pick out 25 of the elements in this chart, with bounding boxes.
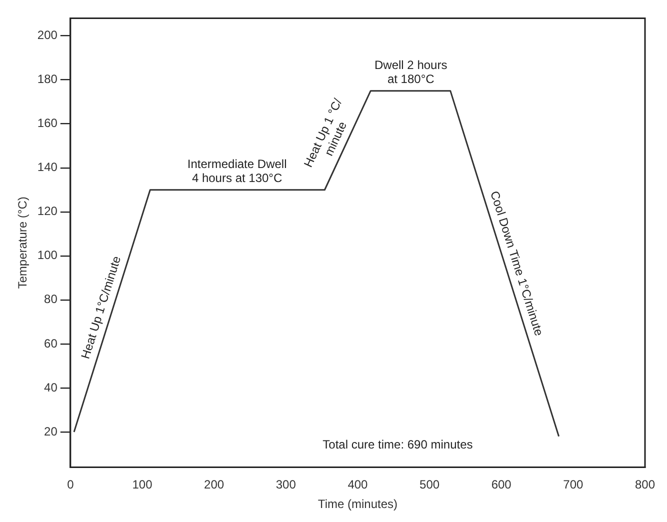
y-tick-label: 160 [37, 116, 58, 130]
x-tick-label: 100 [132, 478, 153, 492]
y-tick-label: 140 [37, 160, 58, 174]
annotation: Total cure time: 690 minutes [322, 438, 473, 452]
annotation: Heat Up 1 °C/ minute [300, 96, 350, 170]
annotation: Dwell 2 hours at 180°C [374, 58, 448, 86]
y-tick-label: 20 [44, 424, 58, 438]
annotation: Intermediate Dwell 4 hours at 130°C [187, 157, 287, 186]
x-tick-label: 300 [276, 478, 296, 492]
x-tick-label: 200 [204, 478, 224, 492]
x-tick-label: 800 [634, 478, 656, 492]
x-tick-label: 500 [420, 478, 440, 492]
y-tick-label: 100 [37, 248, 58, 262]
y-axis-title: Temperature (°C) [16, 196, 30, 289]
y-tick-label: 60 [44, 336, 58, 350]
y-tick-label: 40 [44, 380, 58, 394]
x-tick-label: 600 [491, 478, 512, 492]
y-tick-label: 180 [37, 72, 58, 86]
x-tick-label: 0 [67, 478, 74, 492]
x-tick-label: 700 [563, 478, 584, 492]
y-tick-label: 200 [37, 28, 58, 42]
x-axis-title: Time (minutes) [318, 497, 398, 512]
y-tick-label: 120 [37, 204, 58, 218]
y-tick-label: 80 [44, 292, 58, 306]
x-tick-label: 400 [348, 478, 368, 492]
